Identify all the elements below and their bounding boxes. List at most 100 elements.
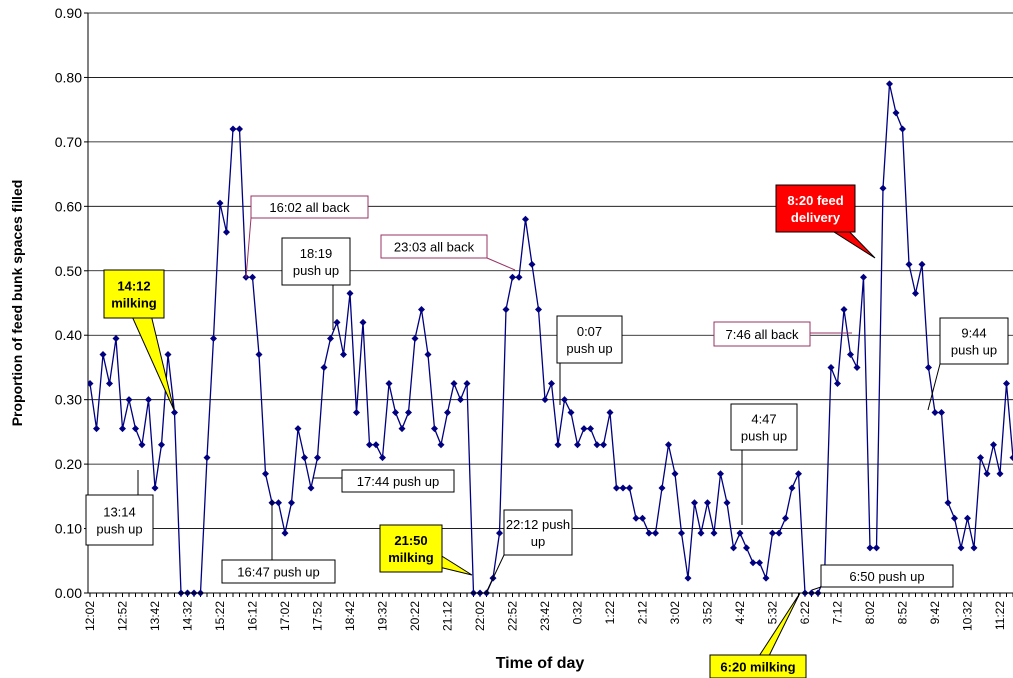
data-point [977,454,984,462]
data-point [262,470,269,478]
x-tick-label: 10:32 [961,601,975,631]
plot [88,80,1013,597]
data-point [626,484,633,492]
annotation-box [85,494,154,546]
annotation-box [713,321,811,347]
data-point [847,351,854,359]
data-point [385,380,393,388]
annotation-text: push up [741,429,787,444]
x-tick-label: 20:22 [408,601,422,631]
annotation-text: 17:44 push up [357,474,439,489]
data-point [899,125,906,133]
data-point [925,363,932,371]
data-point [691,499,698,507]
annotation-box [820,564,954,588]
data-point [359,318,367,326]
x-tick-label: 5:32 [766,601,780,625]
x-tick-label: 7:12 [831,601,845,625]
annotation-box [341,469,455,493]
data-point [437,441,445,449]
data-point [743,544,750,552]
data-point [795,470,802,478]
data-point [717,470,724,478]
x-tick-label: 2:12 [636,601,650,625]
data-point [619,484,627,492]
y-tick-label: 0.90 [55,5,82,21]
data-point [229,125,237,133]
x-axis-title: Time of day [496,655,585,672]
data-point [769,529,776,537]
x-tick-label: 16:12 [246,601,260,631]
data-point [873,544,880,552]
data-point [775,529,783,537]
data-point [905,260,913,268]
data-point [964,514,971,522]
data-point [567,409,575,417]
x-tick-label: 8:52 [896,601,910,625]
data-point [983,470,991,478]
x-tick-label: 22:02 [473,601,487,631]
x-tick-label: 14:32 [181,601,195,631]
x-tick-label: 1:22 [603,601,617,625]
data-point [522,215,529,223]
leader-line [486,257,516,271]
annotation-text: push up [951,343,997,358]
data-point [548,380,555,388]
data-point [405,409,412,417]
data-point [639,514,646,522]
data-point [1009,454,1013,462]
annotation-text: push up [566,341,612,356]
data-point [450,380,458,388]
x-tick-label: 11:22 [993,601,1007,630]
annotation-box [379,524,443,573]
y-tick-label: 0.40 [55,327,82,343]
data-point [1003,380,1010,388]
annotation-box [250,195,369,219]
annotation-text: 16:02 all back [269,200,350,215]
data-point [762,574,770,582]
data-point [892,109,900,117]
data-point [125,396,133,404]
annotation-text: 18:19 [300,246,333,261]
annotation-text: delivery [791,210,841,225]
annotation-text: 21:50 [394,533,427,548]
data-point [528,260,536,268]
leader-line [245,217,252,279]
x-tick-label: 12:52 [116,601,130,631]
data-point [424,351,432,359]
data-point [996,470,1004,478]
data-point [710,529,718,537]
data-point [678,529,685,537]
data-point [255,351,263,359]
data-point [541,396,549,404]
data-point [580,425,588,433]
annotation-text: milking [111,296,157,311]
annotation-box [709,654,807,678]
data-point [697,529,705,537]
data-point [164,351,172,359]
data-point [418,305,425,313]
data-point [606,409,614,417]
annotation-box [939,317,1009,365]
annotation-box [103,269,165,319]
data-point [515,273,523,281]
data-point [931,409,939,417]
data-point [158,441,165,449]
data-point [574,441,581,449]
x-tick-label: 23:42 [538,601,552,631]
data-point [938,409,945,417]
y-tick-label: 0.30 [55,392,82,408]
x-tick-label: 19:32 [376,601,390,631]
data-point [827,363,835,371]
annotation-text: 7:46 all back [726,327,799,342]
data-point [944,499,952,507]
data-point [970,544,978,552]
data-point [788,484,796,492]
data-point [658,484,666,492]
data-point [756,559,763,567]
x-tick-label: 13:42 [148,601,162,631]
annotation-text: 23:03 all back [394,240,475,255]
data-point [834,380,841,388]
data-point [249,273,256,281]
